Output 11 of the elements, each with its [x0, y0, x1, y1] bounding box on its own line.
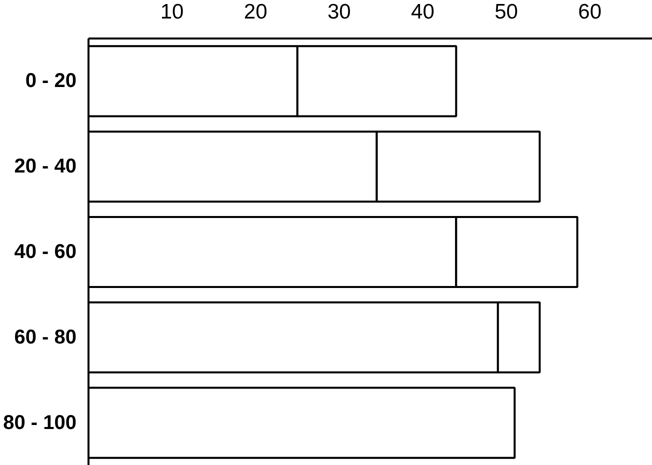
x-tick-label: 30	[327, 0, 351, 24]
x-tick-label: 40	[411, 0, 434, 24]
y-tick-label: 60 - 80	[14, 326, 76, 348]
x-tick-label: 20	[244, 0, 268, 24]
x-tick-label: 50	[494, 0, 518, 24]
y-tick-label: 20 - 40	[14, 156, 76, 178]
x-tick-label: 60	[578, 0, 602, 24]
x-tick-label: 10	[160, 0, 184, 24]
y-tick-label: 80 - 100	[3, 412, 76, 434]
y-tick-label: 40 - 60	[14, 241, 76, 263]
y-tick-label: 0 - 20	[25, 70, 77, 92]
